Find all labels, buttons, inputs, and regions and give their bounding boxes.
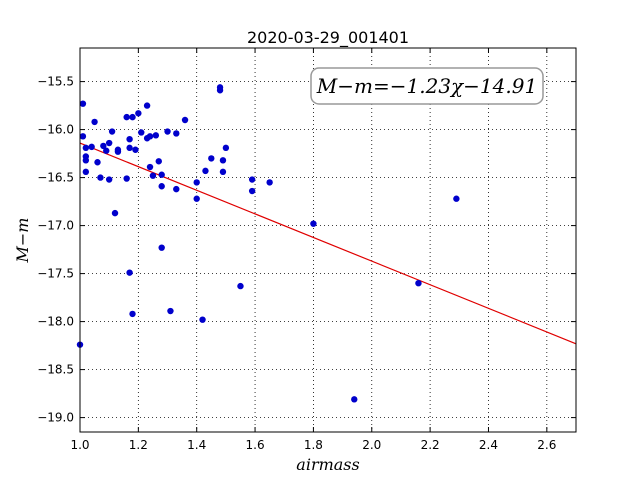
data-point — [219, 157, 227, 164]
y-tick-label: −17.0 — [37, 219, 74, 233]
data-point — [132, 146, 139, 153]
data-point — [158, 171, 165, 178]
data-point — [351, 396, 358, 403]
data-point — [138, 129, 145, 136]
data-point — [167, 307, 174, 315]
data-point — [146, 163, 154, 171]
data-point — [82, 157, 90, 164]
data-point — [193, 179, 200, 186]
axis-ticks: 1.0 1.2 1.4 1.6 1.8 2.0 2.2 2.4 2.6 −15.5 −16.0 −16… — [37, 48, 576, 452]
y-tick-label: −16.0 — [37, 123, 74, 137]
data-point — [216, 87, 224, 94]
x-tick-label: 2.0 — [362, 438, 381, 452]
plot-frame — [79, 47, 577, 433]
data-point — [415, 280, 422, 287]
chart-title: 2020-03-29_001401 — [247, 28, 409, 48]
data-point — [82, 168, 90, 176]
data-point — [173, 130, 180, 137]
data-points — [76, 84, 460, 403]
x-tick-label: 1.6 — [246, 438, 265, 452]
data-point — [152, 132, 160, 139]
data-point — [111, 209, 119, 217]
data-point — [181, 116, 189, 124]
y-axis-label: M−m — [13, 218, 32, 264]
data-point — [105, 176, 113, 183]
x-tick-label: 2.2 — [421, 438, 440, 452]
data-point — [143, 102, 151, 109]
x-tick-label: 2.6 — [537, 438, 556, 452]
y-tick-label: −18.5 — [37, 363, 74, 377]
data-point — [79, 133, 87, 140]
y-tick-label: −19.0 — [37, 411, 74, 425]
data-point — [173, 185, 180, 193]
fit-annotation-text: M−m=−1.23χ−14.91 — [316, 74, 537, 98]
data-point — [129, 310, 136, 318]
data-point — [208, 155, 215, 162]
plot-area — [80, 48, 576, 432]
data-point — [123, 175, 130, 182]
data-point — [146, 133, 154, 140]
data-point — [158, 183, 165, 190]
x-tick-label: 1.0 — [70, 438, 89, 452]
data-point — [155, 158, 162, 165]
data-point — [164, 128, 171, 135]
data-point — [126, 269, 133, 276]
data-point — [100, 142, 107, 150]
data-point — [105, 139, 113, 147]
data-point — [123, 113, 130, 121]
data-point — [158, 244, 165, 251]
data-point — [108, 128, 116, 135]
data-point — [149, 172, 157, 179]
data-point — [219, 168, 227, 176]
y-tick-label: −15.5 — [37, 75, 74, 89]
x-tick-label: 1.8 — [304, 438, 323, 452]
y-tick-label: −16.5 — [37, 171, 74, 185]
data-point — [94, 159, 101, 166]
data-point — [79, 100, 87, 107]
data-point — [129, 113, 136, 121]
x-axis-label: airmass — [296, 455, 359, 474]
data-point — [222, 144, 230, 152]
data-point — [310, 220, 317, 227]
data-point — [91, 118, 98, 126]
data-point — [82, 144, 90, 152]
data-point — [199, 316, 206, 323]
x-tick-label: 1.2 — [129, 438, 148, 452]
x-tick-label: 1.4 — [187, 438, 206, 452]
x-tick-label: 2.4 — [479, 438, 498, 452]
fit-annotation-box — [310, 67, 544, 105]
y-tick-label: −17.5 — [37, 267, 74, 281]
data-point — [135, 110, 142, 117]
data-point — [202, 167, 209, 175]
data-point — [97, 174, 104, 181]
data-point — [453, 195, 460, 202]
data-point — [126, 136, 133, 143]
data-point — [88, 143, 95, 151]
data-point — [248, 176, 256, 183]
y-tick-label: −18.0 — [37, 315, 74, 329]
data-point — [103, 147, 110, 154]
data-point — [248, 187, 256, 195]
fit-annotation: M−m=−1.23χ−14.91 — [310, 67, 544, 105]
data-point — [237, 282, 244, 290]
data-point — [266, 179, 273, 186]
data-point — [114, 146, 122, 153]
data-point — [193, 195, 200, 202]
data-point — [126, 144, 133, 152]
